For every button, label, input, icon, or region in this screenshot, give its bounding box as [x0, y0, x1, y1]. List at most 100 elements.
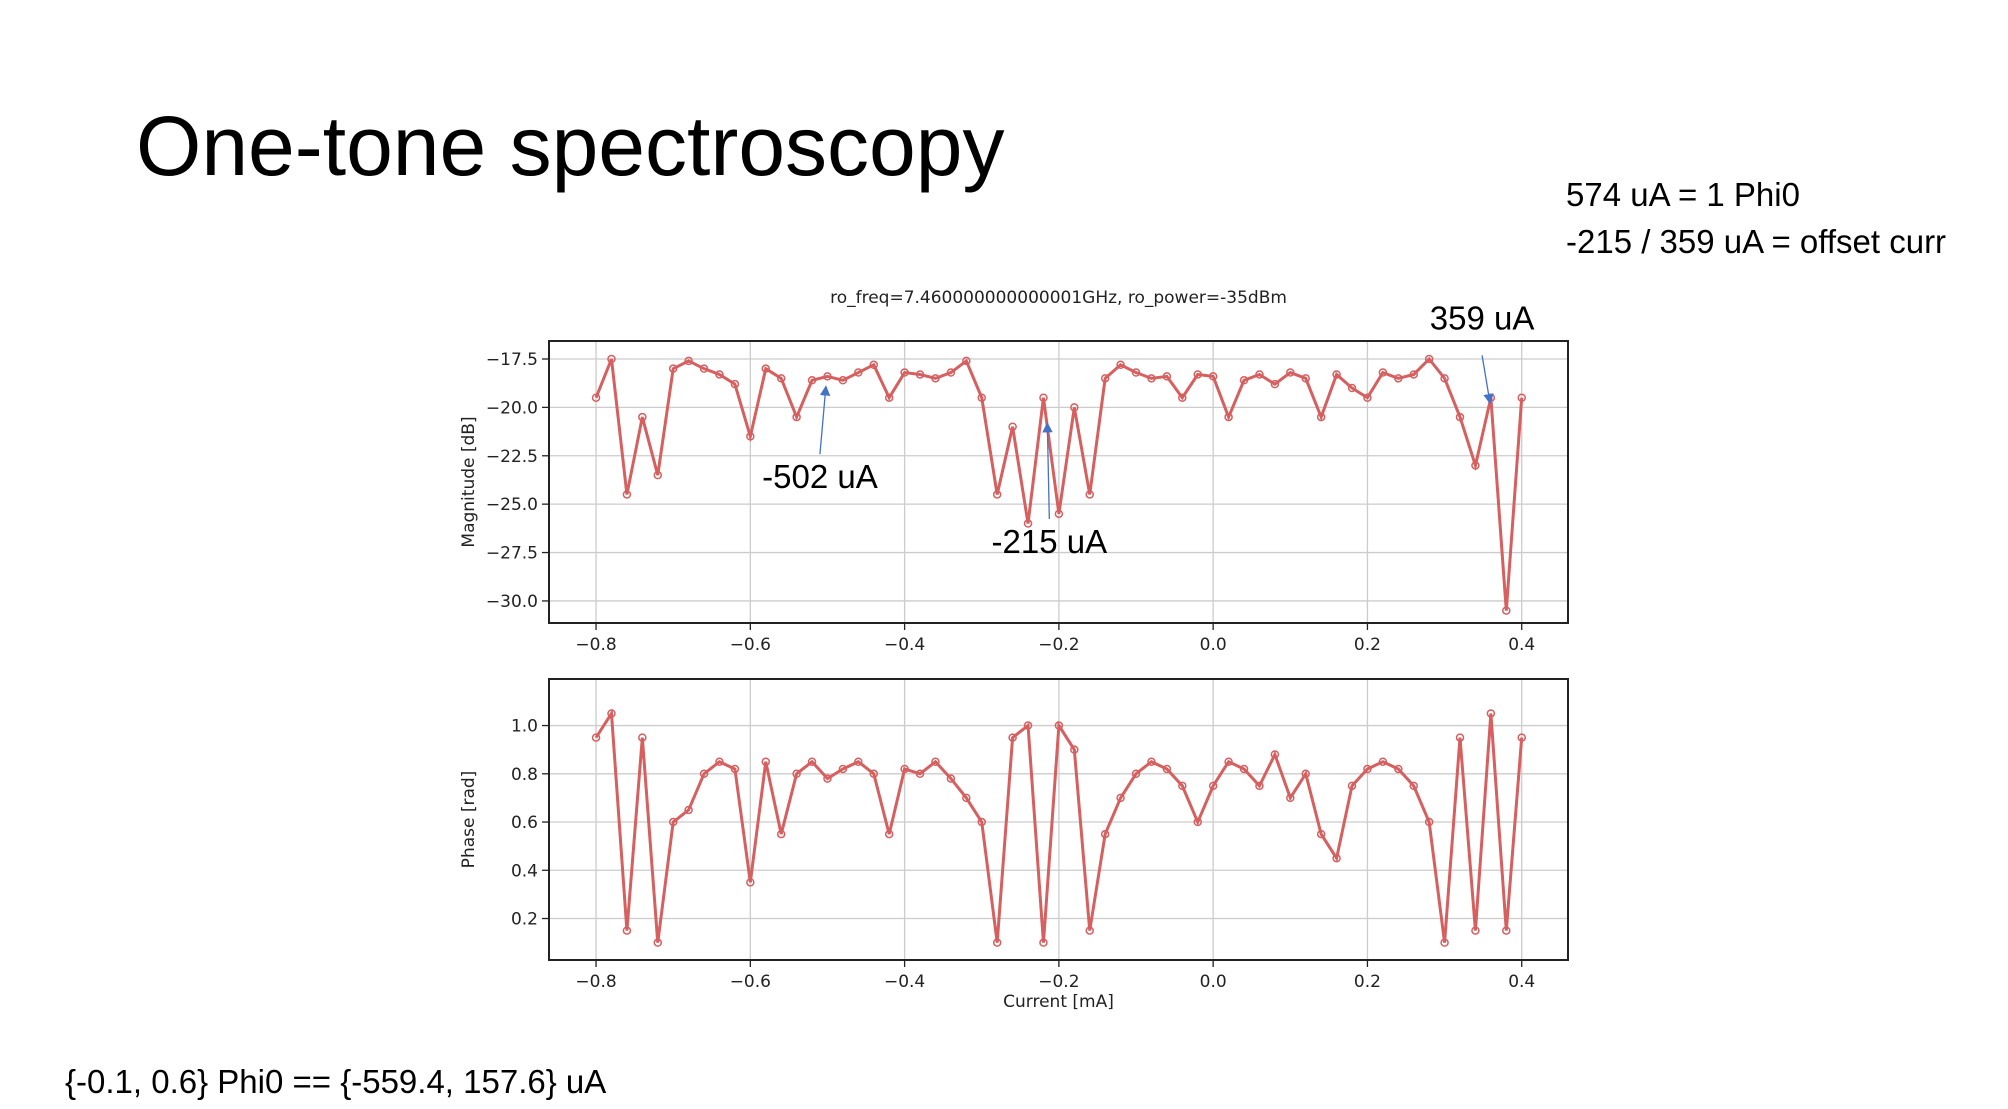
data-point — [1502, 606, 1511, 615]
data-point — [1116, 793, 1125, 803]
annotation-arrow — [1042, 421, 1053, 520]
data-point — [931, 757, 940, 766]
data-point — [730, 764, 740, 774]
data-point — [807, 376, 817, 385]
data-point — [1270, 379, 1280, 389]
data-point — [1424, 354, 1434, 364]
x-tick-label: −0.2 — [1038, 972, 1079, 992]
data-point — [1178, 393, 1187, 402]
data-point — [854, 757, 863, 766]
data-point — [1502, 926, 1511, 935]
y-tick-label: 0.8 — [511, 765, 538, 785]
data-point — [591, 733, 601, 742]
data-point — [1178, 781, 1187, 791]
x-tick-label: −0.4 — [884, 972, 925, 992]
data-point — [1131, 368, 1141, 377]
data-point — [1270, 750, 1280, 759]
data-point — [1054, 509, 1064, 519]
data-point — [1193, 370, 1202, 379]
data-point — [1332, 370, 1341, 379]
data-point — [591, 393, 601, 402]
data-point — [607, 709, 616, 718]
data-point — [1255, 370, 1264, 379]
data-point — [838, 376, 848, 385]
data-point — [761, 364, 771, 373]
data-point — [1224, 412, 1233, 422]
data-point — [854, 368, 863, 377]
data-point — [900, 368, 909, 377]
data-point — [1054, 721, 1064, 730]
data-point — [699, 364, 709, 373]
data-point — [715, 757, 724, 766]
note: -215 / 359 uA = offset curr — [1566, 223, 1946, 260]
data-point — [638, 733, 647, 742]
data-point — [1039, 938, 1048, 947]
data-point — [915, 769, 925, 779]
data-point — [992, 490, 1002, 499]
data-point — [823, 774, 832, 783]
x-tick-label: −0.4 — [884, 635, 925, 655]
data-point — [1316, 829, 1326, 839]
data-point — [977, 393, 986, 402]
slide-title: One-tone spectroscopy — [136, 99, 1004, 193]
data-point — [1039, 393, 1048, 402]
data-point — [1347, 383, 1357, 393]
x-tick-label: 0.0 — [1200, 972, 1227, 992]
data-point — [1131, 769, 1141, 779]
data-point — [1301, 374, 1310, 383]
annotation-arrow — [819, 385, 831, 455]
plot-frame — [548, 340, 1569, 624]
data-point — [668, 364, 678, 373]
data-point — [1394, 374, 1403, 383]
data-point — [1316, 412, 1326, 422]
data-point — [684, 805, 693, 815]
data-point — [977, 817, 986, 827]
data-point — [962, 793, 971, 803]
data-point — [776, 374, 786, 383]
data-point — [1378, 368, 1388, 377]
data-point — [1409, 781, 1418, 791]
data-point — [1517, 393, 1526, 402]
data-point — [1070, 403, 1079, 412]
data-line — [594, 356, 1524, 611]
data-point — [792, 412, 801, 422]
data-point — [1332, 853, 1341, 863]
data-point — [838, 764, 848, 774]
data-point — [761, 757, 771, 766]
y-tick-label: −30.0 — [486, 592, 538, 612]
y-tick-label: 0.2 — [511, 910, 538, 930]
note: 574 uA = 1 Phi0 — [1566, 176, 1800, 213]
footer-note: {-0.1, 0.6} Phi0 == {-559.4, 157.6} uA — [65, 1063, 606, 1100]
y-tick-label: 1.0 — [511, 717, 538, 737]
y-tick-label: −17.5 — [486, 350, 538, 370]
data-point — [1239, 376, 1249, 385]
data-point — [1378, 757, 1388, 766]
data-point — [915, 370, 925, 379]
annotation: -215 uA — [992, 523, 1108, 560]
data-point — [946, 368, 956, 377]
data-point — [1424, 817, 1434, 827]
data-point — [1147, 374, 1156, 383]
data-point — [1455, 733, 1465, 742]
data-point — [684, 356, 693, 366]
data-point — [1409, 370, 1418, 379]
y-tick-label: −25.0 — [486, 495, 538, 515]
x-tick-label: 0.2 — [1354, 972, 1381, 992]
data-point — [1208, 781, 1218, 791]
data-point — [946, 774, 956, 783]
data-point — [1517, 733, 1526, 742]
data-point — [1100, 829, 1110, 839]
y-axis-label: Phase [rad] — [459, 771, 479, 869]
data-point — [1085, 926, 1094, 935]
data-point — [1440, 374, 1449, 383]
data-line — [594, 708, 1524, 943]
x-tick-label: 0.0 — [1200, 635, 1227, 655]
data-point — [638, 412, 647, 422]
data-point — [931, 374, 940, 383]
data-point — [823, 372, 832, 381]
x-tick-label: 0.4 — [1508, 635, 1535, 655]
x-tick-label: −0.2 — [1038, 635, 1079, 655]
data-point — [1455, 412, 1465, 422]
annotation: -502 uA — [762, 458, 878, 495]
